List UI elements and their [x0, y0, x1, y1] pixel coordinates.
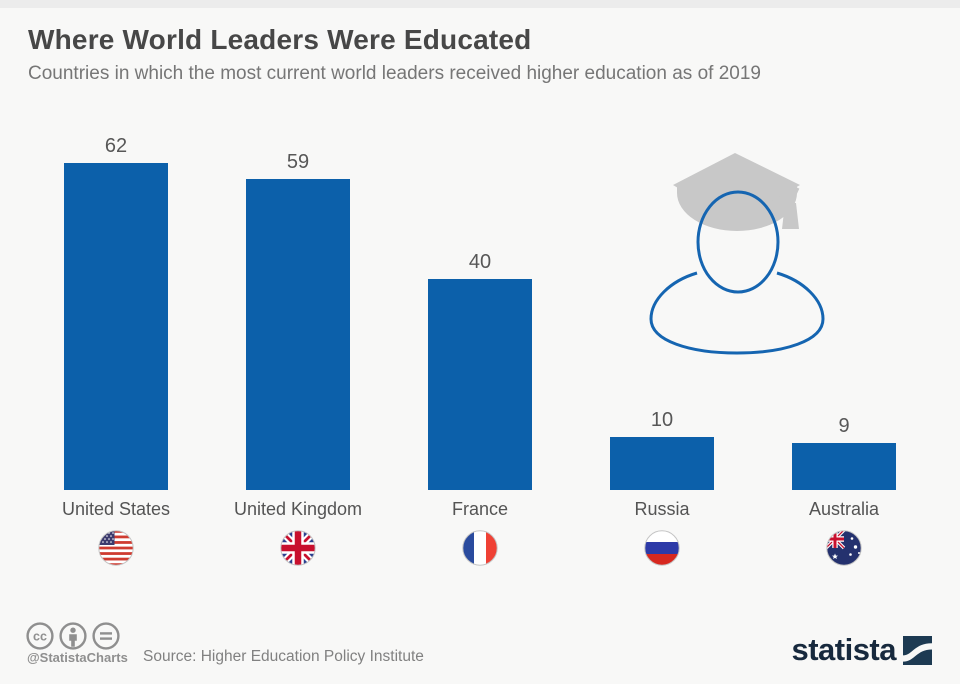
bar-column-united-states: 62 — [64, 135, 168, 490]
bar-united-states — [64, 163, 168, 490]
attribution-icon — [59, 622, 87, 650]
flag-cell — [400, 530, 560, 566]
flag-row — [36, 530, 924, 566]
us-flag-icon — [98, 530, 134, 566]
bar-chart: 62 59 40 10 9 — [64, 128, 896, 490]
bar-value-label: 40 — [468, 251, 492, 273]
x-label-united-states: United States — [61, 499, 171, 519]
top-strip — [0, 0, 960, 8]
bar-column-australia: 9 — [792, 415, 896, 490]
bar-value-label: 10 — [650, 409, 674, 431]
equals-icon — [92, 622, 120, 650]
graduate-cap-person-icon — [649, 153, 825, 355]
flag-cell — [764, 530, 924, 566]
x-label-russia: Russia — [634, 499, 690, 519]
page-title: Where World Leaders Were Educated — [28, 24, 532, 55]
australia-flag-icon — [826, 530, 862, 566]
svg-text:cc: cc — [33, 630, 47, 644]
france-flag-icon — [462, 530, 498, 566]
x-label-united-kingdom: United Kingdom — [233, 499, 363, 519]
bar-column-united-kingdom: 59 — [246, 151, 350, 490]
x-axis-labels: United States United Kingdom France Russ… — [36, 499, 924, 520]
uk-flag-icon — [280, 530, 316, 566]
page-subtitle: Countries in which the most current worl… — [28, 63, 761, 84]
statista-wordmark: statista — [791, 632, 896, 667]
bar-united-kingdom — [246, 179, 350, 490]
source-text: Source: Higher Education Policy Institut… — [143, 648, 424, 665]
creative-commons-icons: cc — [26, 622, 120, 650]
flag-cell — [218, 530, 378, 566]
flag-cell — [36, 530, 196, 566]
cc-icon — [26, 622, 54, 650]
bar-column-russia: 10 — [610, 409, 714, 490]
bar-russia — [610, 437, 714, 490]
x-label-france: France — [451, 499, 509, 519]
bar-value-label: 9 — [838, 415, 850, 437]
russia-flag-icon — [644, 530, 680, 566]
bar-value-label: 62 — [104, 135, 128, 157]
x-label-australia: Australia — [808, 499, 880, 519]
statista-swoosh-icon — [903, 635, 932, 665]
bar-france — [428, 279, 532, 490]
bar-value-label: 59 — [286, 151, 310, 173]
statista-logo: statista — [791, 632, 932, 667]
bar-australia — [792, 443, 896, 490]
bar-column-france: 40 — [428, 251, 532, 490]
statista-handle: @StatistaCharts — [27, 650, 128, 665]
flag-cell — [582, 530, 742, 566]
